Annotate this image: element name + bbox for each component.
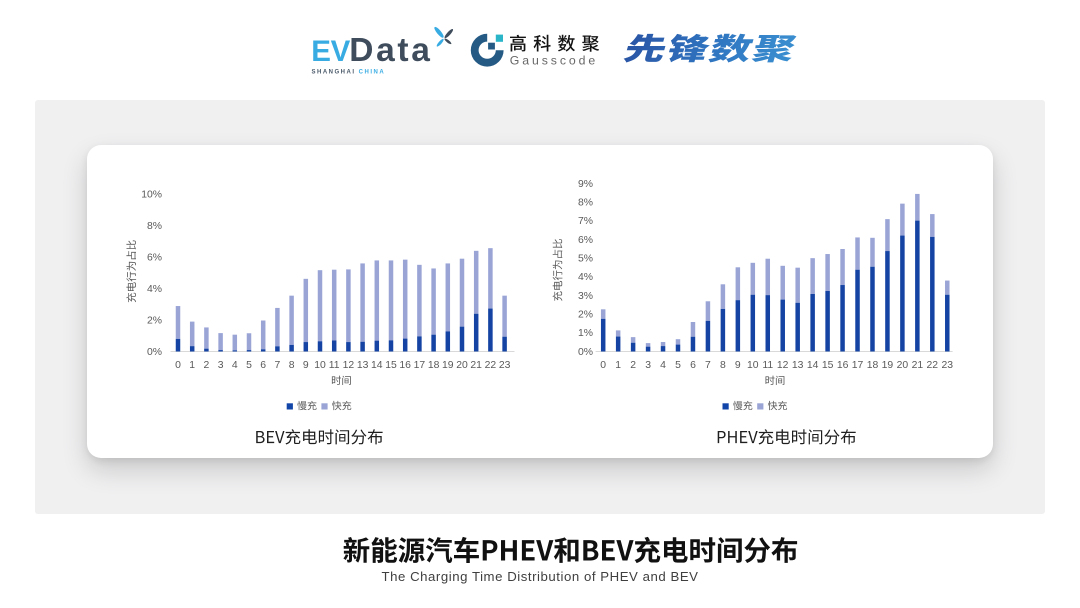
svg-text:9%: 9% <box>578 179 593 190</box>
svg-text:17: 17 <box>852 360 864 371</box>
svg-text:9: 9 <box>735 360 741 371</box>
svg-text:1: 1 <box>615 360 621 371</box>
svg-text:Data: Data <box>349 32 432 69</box>
svg-text:13: 13 <box>792 360 804 371</box>
svg-text:EV: EV <box>311 35 350 68</box>
svg-text:7: 7 <box>275 360 281 371</box>
svg-text:14: 14 <box>371 360 383 371</box>
svg-text:11: 11 <box>329 360 340 371</box>
svg-text:3: 3 <box>218 360 224 371</box>
svg-text:12: 12 <box>343 360 355 371</box>
svg-text:19: 19 <box>882 360 894 371</box>
svg-text:2: 2 <box>630 360 636 371</box>
svg-text:0: 0 <box>175 360 181 371</box>
svg-text:16: 16 <box>837 360 849 371</box>
svg-text:5: 5 <box>675 360 681 371</box>
svg-text:Gausscode: Gausscode <box>510 53 598 67</box>
svg-text:8: 8 <box>289 360 295 371</box>
svg-text:SHANGHAI CHINA: SHANGHAI CHINA <box>312 69 386 75</box>
svg-text:10: 10 <box>747 360 759 371</box>
svg-text:18: 18 <box>428 360 440 371</box>
svg-text:2%: 2% <box>147 315 162 326</box>
svg-text:6%: 6% <box>147 253 162 264</box>
svg-text:4%: 4% <box>578 272 593 283</box>
svg-text:4%: 4% <box>147 284 162 295</box>
svg-text:23: 23 <box>499 360 511 371</box>
svg-text:23: 23 <box>942 360 954 371</box>
svg-text:2%: 2% <box>578 310 593 321</box>
svg-text:18: 18 <box>867 360 879 371</box>
svg-text:10%: 10% <box>141 190 162 201</box>
svg-text:20: 20 <box>897 360 909 371</box>
svg-text:17: 17 <box>414 360 426 371</box>
svg-text:10: 10 <box>314 360 326 371</box>
svg-text:4: 4 <box>232 360 238 371</box>
svg-text:5: 5 <box>246 360 252 371</box>
svg-text:15: 15 <box>822 360 834 371</box>
svg-text:8%: 8% <box>147 221 162 232</box>
svg-text:14: 14 <box>807 360 819 371</box>
svg-text:19: 19 <box>442 360 454 371</box>
svg-text:12: 12 <box>777 360 789 371</box>
svg-text:6: 6 <box>690 360 696 371</box>
svg-text:7: 7 <box>705 360 711 371</box>
svg-text:8%: 8% <box>578 198 593 209</box>
svg-text:16: 16 <box>399 360 411 371</box>
svg-text:3: 3 <box>645 360 651 371</box>
svg-text:21: 21 <box>912 360 924 371</box>
svg-text:0%: 0% <box>578 347 593 358</box>
svg-text:2: 2 <box>204 360 210 371</box>
svg-text:7%: 7% <box>578 216 593 227</box>
svg-text:11: 11 <box>762 360 773 371</box>
svg-text:20: 20 <box>456 360 468 371</box>
svg-text:22: 22 <box>927 360 939 371</box>
svg-text:6: 6 <box>260 360 266 371</box>
svg-text:6%: 6% <box>578 235 593 246</box>
svg-text:15: 15 <box>385 360 397 371</box>
svg-text:21: 21 <box>470 360 482 371</box>
svg-text:1: 1 <box>189 360 195 371</box>
svg-text:1%: 1% <box>578 328 593 339</box>
svg-text:0%: 0% <box>147 347 162 358</box>
svg-text:3%: 3% <box>578 291 593 302</box>
svg-text:4: 4 <box>660 360 666 371</box>
svg-text:9: 9 <box>303 360 309 371</box>
svg-text:5%: 5% <box>578 254 593 265</box>
svg-text:22: 22 <box>485 360 497 371</box>
svg-text:0: 0 <box>600 360 606 371</box>
svg-text:8: 8 <box>720 360 726 371</box>
svg-text:13: 13 <box>357 360 369 371</box>
